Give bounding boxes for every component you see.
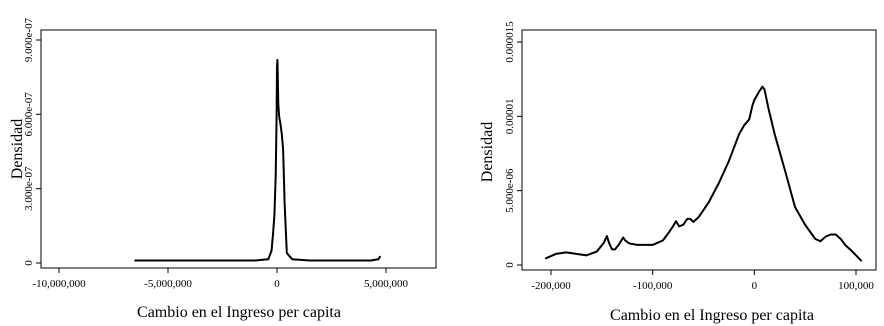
- x-tick-label: -200,000: [531, 280, 571, 292]
- x-tick-label: -100,000: [633, 280, 673, 292]
- density-chart-1: -10,000,000 -5,000,000 0 5,000,000 0 3.000e-0…: [9, 17, 437, 321]
- y-tick-label: 0.00001: [504, 98, 516, 134]
- y-tick-label: 5.000e-06: [504, 168, 516, 213]
- plot-frame: [521, 29, 877, 271]
- x-tick-label: 0: [752, 280, 758, 292]
- x-tick-label: 0: [274, 278, 280, 290]
- x-tick-label: 5,000,000: [364, 278, 409, 290]
- y-tick-label: 0: [504, 262, 516, 268]
- y-tick-label: 3.000e-07: [23, 166, 35, 211]
- x-axis-label: Cambio en el Ingreso per capita: [610, 307, 814, 324]
- y-tick-label: 6.000e-07: [23, 92, 35, 137]
- x-axis-label: Cambio en el Ingreso per capita: [137, 304, 341, 321]
- density-chart-2: -200,000 -100,000 0 100,000 0 5.000e-06 0.0000…: [479, 21, 877, 324]
- y-tick-label: 0: [23, 260, 35, 266]
- plot-frame: [40, 29, 437, 269]
- x-tick-label: -5,000,000: [144, 278, 192, 290]
- density-curve-1: [134, 58, 381, 262]
- y-axis-label: Densidad: [479, 122, 496, 182]
- density-curve-1: [544, 85, 863, 262]
- y-tick-label: 9.000e-07: [23, 17, 35, 62]
- y-axis-label: Densidad: [9, 119, 26, 179]
- y-tick-label: 0.000015: [504, 21, 516, 63]
- x-tick-label: -10,000,000: [32, 278, 86, 290]
- x-tick-label: 100,000: [838, 280, 874, 292]
